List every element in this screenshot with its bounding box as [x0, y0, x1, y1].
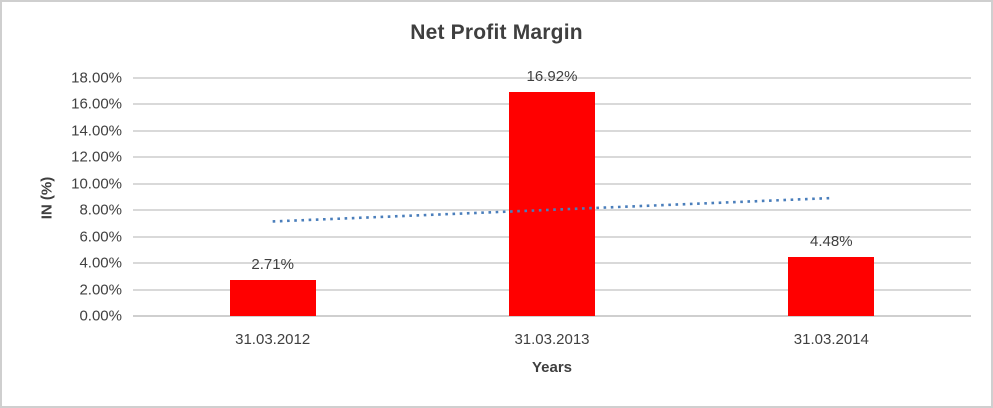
y-tick-label: 10.00%: [71, 175, 122, 193]
trendline: [272, 196, 832, 223]
y-tick-label: 18.00%: [71, 69, 122, 87]
y-axis-tick-labels: 0.00% 2.00% 4.00% 6.00% 8.00% 10.00% 12.00% 14.…: [2, 71, 122, 324]
y-tick-label: 6.00%: [79, 228, 122, 246]
x-tick-label: 31.03.2014: [793, 331, 869, 348]
bar-31.03.2012: [229, 280, 316, 316]
gridline: [133, 315, 971, 317]
bar-31.03.2014: [788, 256, 875, 316]
y-tick-label: 0.00%: [79, 307, 122, 325]
bar-data-label: 4.48%: [810, 232, 853, 250]
category-slot: 2.71%: [133, 78, 412, 316]
x-tick-label: 31.03.2012: [235, 331, 311, 348]
y-tick-label: 12.00%: [71, 148, 122, 166]
x-tick-label: 31.03.2013: [514, 331, 590, 348]
bars-layer: 2.71% 16.92% 4.48%: [133, 68, 971, 316]
x-axis-tick-labels: 31.03.2012 31.03.2013 31.03.2014: [133, 331, 971, 348]
bar-data-label: 2.71%: [251, 256, 294, 274]
y-tick-label: 8.00%: [79, 201, 122, 219]
bar-data-label: 16.92%: [526, 68, 578, 86]
y-tick-label: 2.00%: [79, 281, 122, 299]
gridline: [133, 77, 971, 79]
category-slot: 16.92%: [412, 68, 691, 316]
x-axis-title: Years: [531, 359, 573, 376]
chart-title: Net Profit Margin: [410, 21, 583, 44]
bar-31.03.2013: [508, 92, 595, 316]
y-tick-label: 14.00%: [71, 122, 122, 140]
y-tick-label: 4.00%: [79, 254, 122, 272]
plot-area: 2.71% 16.92% 4.48%: [133, 68, 971, 317]
category-slot: 4.48%: [692, 78, 971, 316]
y-tick-label: 16.00%: [71, 95, 122, 113]
